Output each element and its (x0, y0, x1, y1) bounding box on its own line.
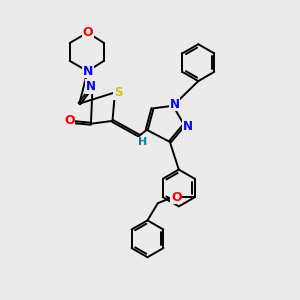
Text: N: N (82, 65, 93, 78)
Text: O: O (82, 26, 93, 39)
Text: O: O (64, 114, 74, 127)
Text: S: S (114, 86, 122, 99)
Text: H: H (138, 137, 147, 147)
Text: O: O (171, 191, 181, 204)
Text: N: N (86, 80, 96, 93)
Text: N: N (183, 120, 193, 133)
Text: N: N (169, 98, 179, 111)
